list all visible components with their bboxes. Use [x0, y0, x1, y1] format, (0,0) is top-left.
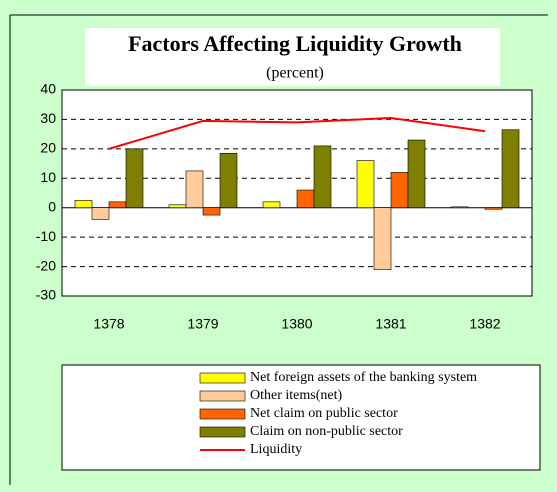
bar	[296, 189, 315, 209]
x-tick-label: 1379	[187, 316, 218, 332]
legend-swatch	[199, 426, 246, 438]
legend-label: Net claim on public sector	[250, 406, 398, 421]
legend-swatch	[199, 372, 246, 384]
x-tick-label: 1380	[281, 316, 312, 332]
bar	[484, 207, 503, 210]
bar	[373, 207, 392, 270]
y-tick-label: -10	[36, 228, 56, 244]
bar	[74, 200, 93, 209]
y-tick-label: -30	[36, 287, 56, 303]
legend-label: Other items(net)	[250, 388, 342, 403]
title-box	[85, 28, 500, 86]
bar	[501, 129, 520, 209]
bar	[202, 207, 221, 216]
bar	[168, 204, 187, 209]
bar	[390, 172, 409, 209]
legend	[61, 364, 541, 471]
bar	[356, 160, 375, 209]
bar	[407, 139, 426, 209]
x-tick-label: 1382	[469, 316, 500, 332]
bar	[450, 206, 469, 209]
legend-swatch	[199, 390, 246, 402]
chart-title: Factors Affecting Liquidity Growth	[128, 31, 462, 56]
bar	[185, 170, 204, 209]
line-series	[108, 116, 486, 150]
y-tick-label: -20	[36, 257, 56, 273]
y-tick-label: 20	[40, 140, 56, 156]
y-tick-label: 0	[48, 198, 56, 214]
y-tick-label: 10	[40, 169, 56, 185]
legend-swatch	[199, 408, 246, 420]
legend-label: Liquidity	[250, 442, 302, 457]
bar	[262, 201, 281, 209]
bar	[91, 207, 110, 220]
x-tick-label: 1381	[375, 316, 406, 332]
x-tick-label: 1378	[93, 316, 124, 332]
y-tick-label: 40	[40, 81, 56, 97]
chart-subtitle: (percent)	[266, 65, 324, 82]
legend-label: Net foreign assets of the banking system	[250, 370, 477, 385]
bar	[125, 148, 144, 209]
y-tick-label: 30	[40, 110, 56, 126]
legend-label: Claim on non-public sector	[250, 424, 403, 439]
bar	[219, 152, 238, 209]
bar	[108, 201, 127, 209]
bar	[313, 145, 332, 209]
